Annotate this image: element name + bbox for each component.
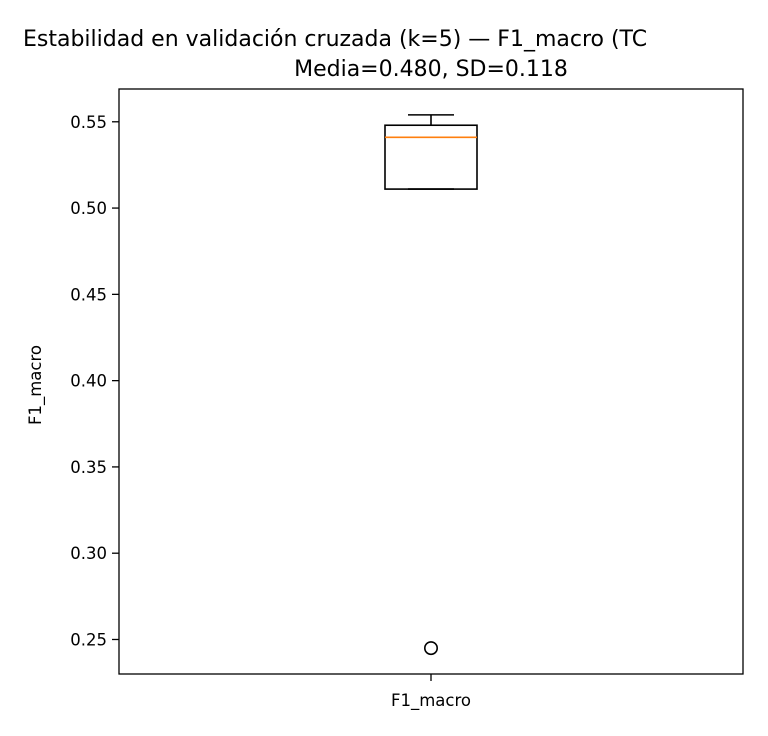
y-axis-label: F1_macro — [26, 345, 46, 425]
box-group — [384, 114, 478, 656]
plot-area — [118, 88, 744, 675]
y-tick-label: 0.50 — [70, 199, 107, 218]
x-tick-label: F1_macro — [391, 691, 471, 711]
y-tick-label: 0.40 — [70, 372, 107, 391]
y-tick-label: 0.35 — [70, 458, 107, 477]
x-axis: F1_macro — [391, 674, 471, 711]
chart-title: Estabilidad en validación cruzada (k=5) … — [23, 27, 647, 52]
box-iqr — [384, 124, 478, 190]
y-tick-label: 0.30 — [70, 544, 107, 563]
chart-subtitle: Media=0.480, SD=0.118 — [294, 57, 568, 82]
y-tick-label: 0.25 — [70, 630, 107, 649]
y-tick-label: 0.45 — [70, 285, 107, 304]
y-tick-label: 0.55 — [70, 113, 107, 132]
outlier-point — [423, 641, 438, 656]
y-axis: 0.25 0.30 0.35 0.40 0.45 0.50 0.55 — [70, 113, 119, 649]
